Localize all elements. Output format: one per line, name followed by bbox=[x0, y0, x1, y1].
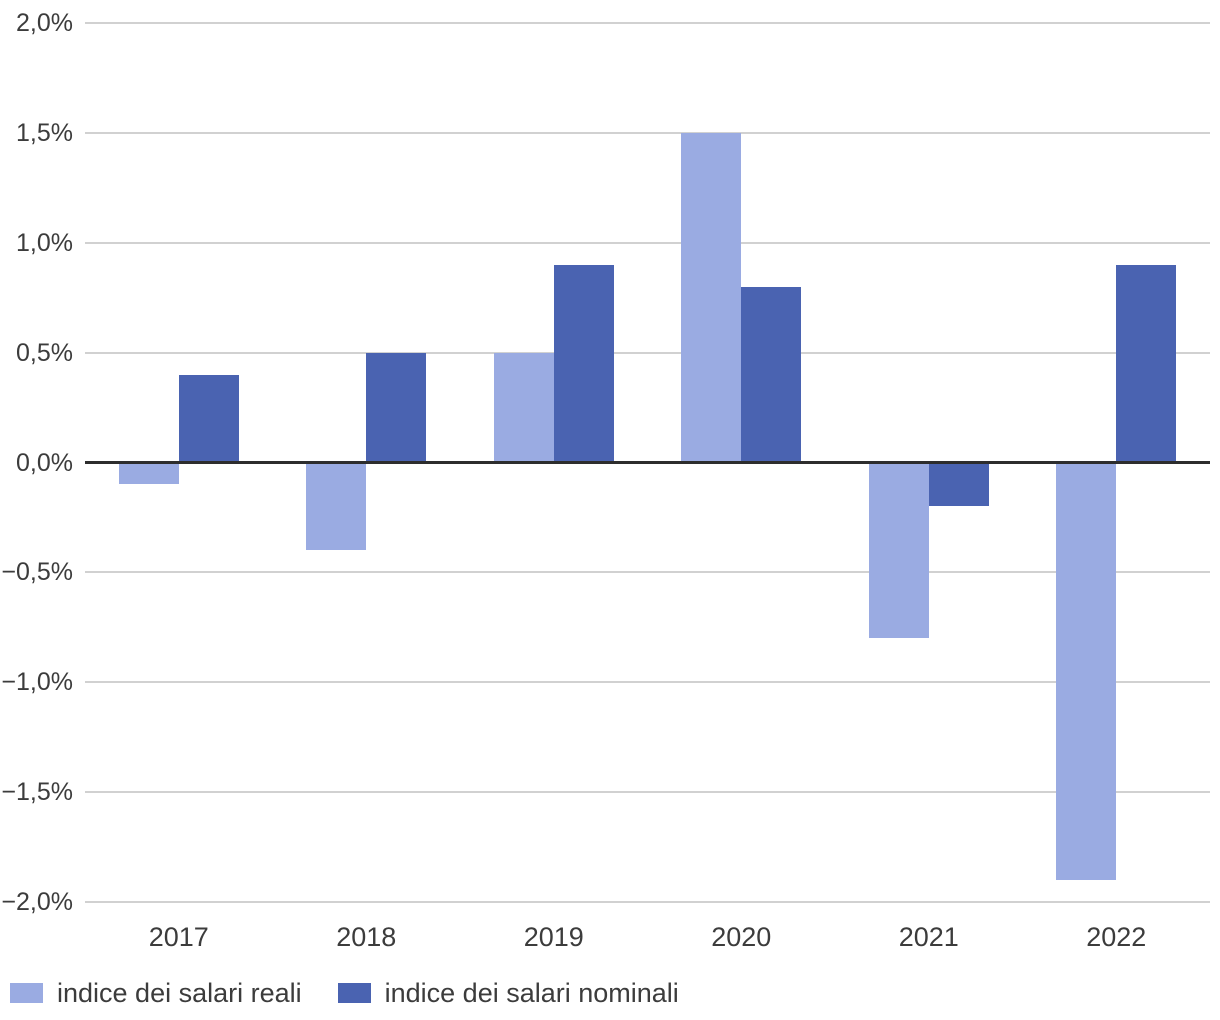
gridline bbox=[85, 22, 1210, 24]
bar-nominali-2021 bbox=[928, 462, 989, 507]
x-axis-tick-label: 2020 bbox=[711, 922, 772, 952]
y-axis-tick-label: 0,0% bbox=[16, 448, 73, 477]
legend: indice dei salari reali indice dei salari… bbox=[10, 977, 715, 1009]
gridline bbox=[85, 791, 1210, 794]
x-axis-tick-label: 2019 bbox=[523, 922, 584, 952]
legend-swatch-nominali bbox=[337, 983, 371, 1003]
bar-nominali-2018 bbox=[366, 352, 427, 463]
gridline bbox=[85, 571, 1210, 574]
gridline bbox=[85, 131, 1210, 134]
x-axis-tick-label: 2022 bbox=[1086, 922, 1147, 952]
y-axis-tick-label: 0,5% bbox=[16, 338, 73, 367]
y-axis-tick-label: −0,5% bbox=[1, 558, 73, 587]
x-axis-tick-label: 2017 bbox=[148, 922, 209, 952]
bar-reali-2021 bbox=[868, 462, 929, 639]
y-axis-tick-label: −2,0% bbox=[1, 888, 73, 916]
gridline bbox=[85, 681, 1210, 684]
legend-label-nominali: indice dei salari nominali bbox=[384, 978, 679, 1008]
bar-nominali-2019 bbox=[553, 264, 614, 463]
bar-reali-2019 bbox=[493, 352, 554, 463]
y-axis-tick-label: −1,0% bbox=[1, 668, 73, 697]
y-axis-tick-label: 2,0% bbox=[16, 9, 73, 37]
bar-reali-2022 bbox=[1056, 462, 1117, 881]
bar-reali-2017 bbox=[118, 462, 179, 485]
gridline bbox=[85, 901, 1210, 903]
y-axis-tick-label: 1,5% bbox=[16, 118, 73, 147]
bar-nominali-2017 bbox=[178, 374, 239, 463]
legend-item-nominali: indice dei salari nominali bbox=[337, 977, 679, 1009]
x-axis-tick-label: 2021 bbox=[898, 922, 959, 952]
x-axis-tick-label: 2018 bbox=[336, 922, 397, 952]
y-axis-tick-label: 1,0% bbox=[16, 228, 73, 257]
legend-label-reali: indice dei salari reali bbox=[57, 978, 302, 1008]
y-axis-tick-label: −1,5% bbox=[1, 778, 73, 807]
bar-reali-2020 bbox=[681, 132, 742, 463]
bar-nominali-2020 bbox=[741, 286, 802, 463]
bar-reali-2018 bbox=[306, 462, 367, 551]
gridline bbox=[85, 351, 1210, 354]
zero-axis-line bbox=[85, 461, 1210, 464]
gridline bbox=[85, 241, 1210, 244]
legend-swatch-reali bbox=[10, 983, 43, 1003]
bar-nominali-2022 bbox=[1116, 264, 1177, 463]
legend-item-reali: indice dei salari reali bbox=[10, 977, 302, 1009]
